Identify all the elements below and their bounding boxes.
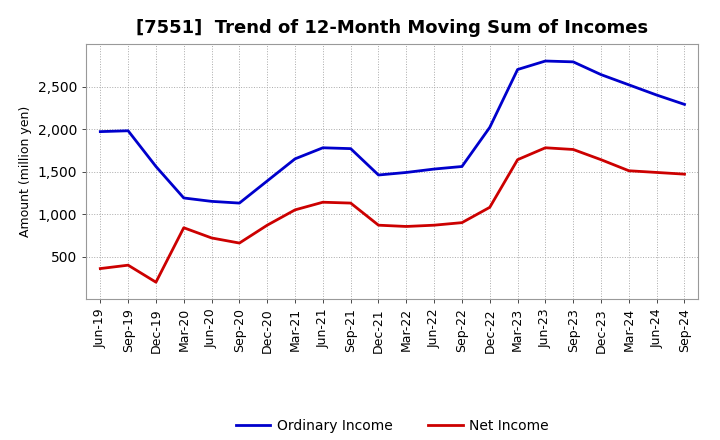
Net Income [291,207,300,213]
Ordinary Income [680,102,689,107]
Legend: Ordinary Income, Net Income: Ordinary Income, Net Income [230,413,554,438]
Ordinary Income [430,166,438,172]
Net Income [207,235,216,241]
Title: [7551]  Trend of 12-Month Moving Sum of Incomes: [7551] Trend of 12-Month Moving Sum of I… [136,19,649,37]
Net Income [402,224,410,229]
Net Income [124,263,132,268]
Ordinary Income [291,156,300,161]
Net Income [235,240,243,246]
Ordinary Income [597,72,606,77]
Ordinary Income [263,178,271,183]
Ordinary Income [652,92,661,98]
Net Income [374,223,383,228]
Ordinary Income [179,195,188,201]
Ordinary Income [458,164,467,169]
Net Income [485,205,494,210]
Net Income [318,200,327,205]
Line: Net Income: Net Income [100,148,685,282]
Net Income [569,147,577,152]
Line: Ordinary Income: Ordinary Income [100,61,685,203]
Net Income [179,225,188,231]
Net Income [263,223,271,228]
Net Income [513,157,522,162]
Net Income [96,266,104,271]
Ordinary Income [402,170,410,175]
Ordinary Income [569,59,577,65]
Net Income [597,157,606,162]
Net Income [346,201,355,206]
Ordinary Income [346,146,355,151]
Ordinary Income [624,82,633,88]
Net Income [152,279,161,285]
Ordinary Income [96,129,104,134]
Ordinary Income [318,145,327,150]
Ordinary Income [513,67,522,72]
Net Income [430,223,438,228]
Ordinary Income [541,59,550,64]
Ordinary Income [207,199,216,204]
Net Income [624,168,633,173]
Y-axis label: Amount (million yen): Amount (million yen) [19,106,32,237]
Net Income [652,170,661,175]
Ordinary Income [152,164,161,169]
Ordinary Income [235,201,243,206]
Net Income [458,220,467,225]
Ordinary Income [485,125,494,130]
Net Income [680,172,689,177]
Ordinary Income [124,128,132,133]
Ordinary Income [374,172,383,178]
Net Income [541,145,550,150]
